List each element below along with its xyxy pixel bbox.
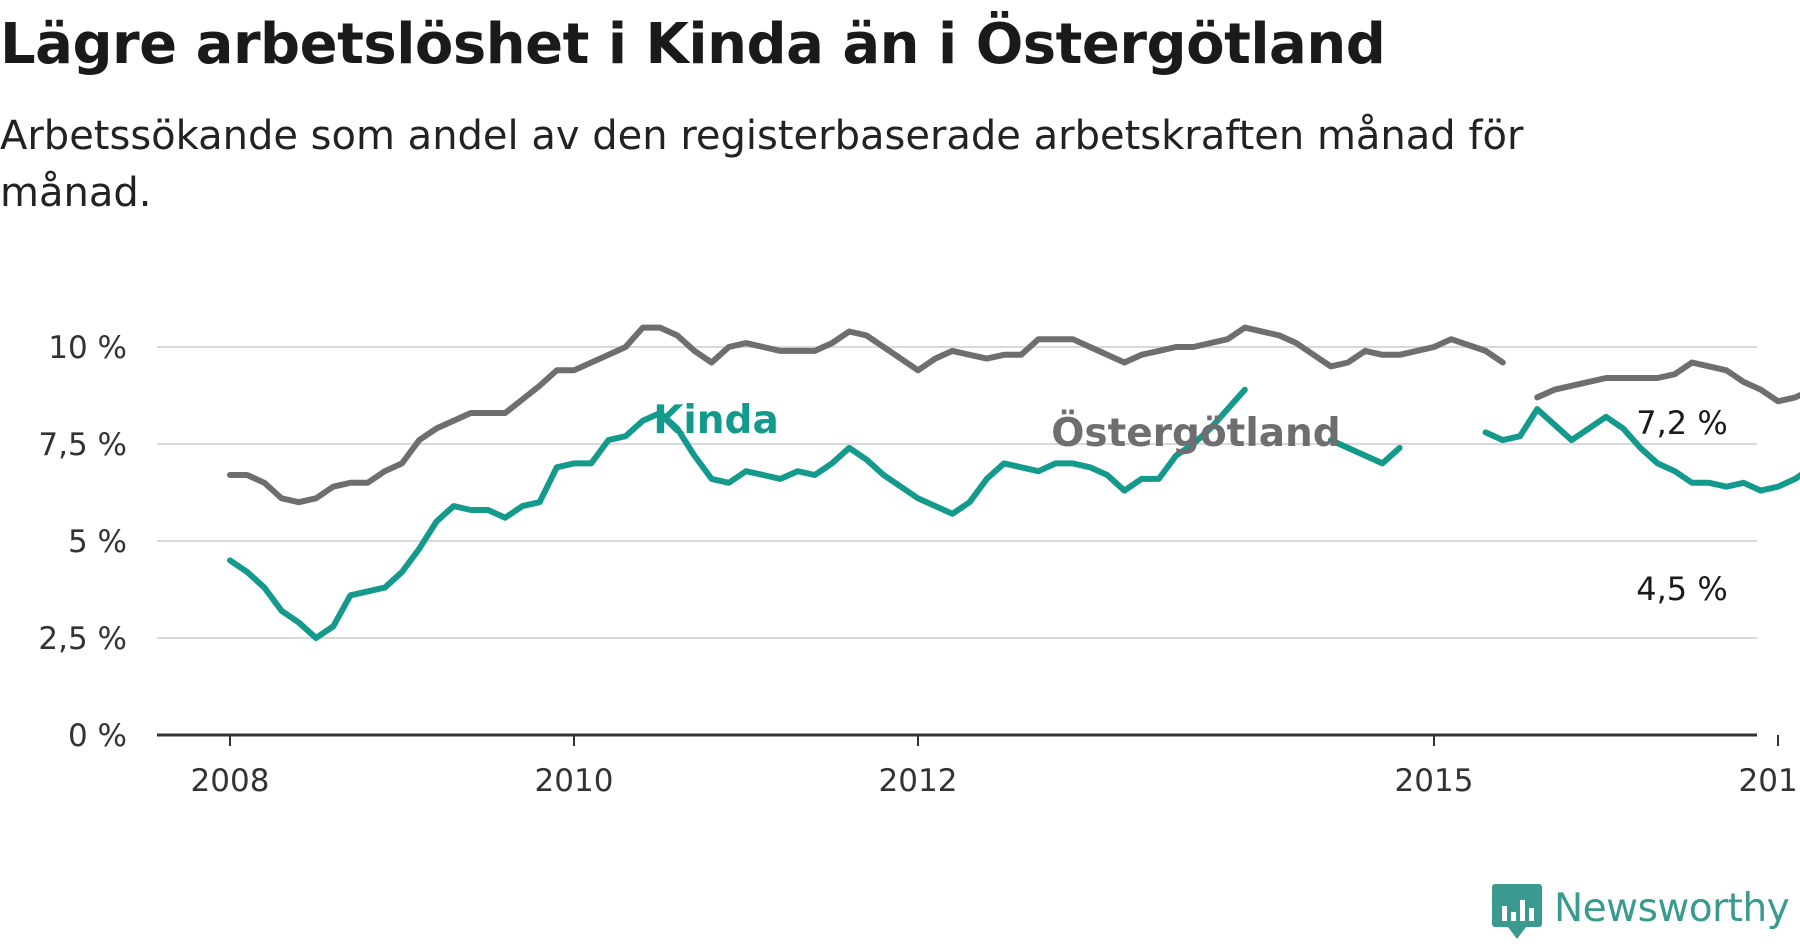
- series-line-ostergotland: [227, 324, 1506, 506]
- x-tick-label: 2010: [535, 763, 614, 799]
- x-tick-label: 2012: [879, 763, 958, 799]
- series-line-kinda: [227, 386, 1248, 641]
- end-value-label-ostergotland: 7,2 %: [1636, 404, 1727, 442]
- chart-subtitle: Arbetssökande som andel av den registerb…: [0, 113, 1524, 216]
- chart-title: Lägre arbetslöshet i Kinda än i Östergöt…: [0, 12, 1386, 77]
- y-tick-label: 10 %: [48, 330, 127, 366]
- series-label-ostergotland: Östergötland: [1051, 409, 1340, 456]
- x-tick-label: 2017: [1739, 763, 1800, 799]
- y-tick-label: 0 %: [68, 718, 127, 754]
- y-tick-label: 5 %: [68, 524, 127, 560]
- series-line-kinda: [1327, 437, 1403, 467]
- brand-name: Newsworthy: [1554, 886, 1790, 931]
- series-lines: [227, 324, 1800, 641]
- newsworthy-logo-icon: [1492, 884, 1542, 939]
- x-tick-label: 2008: [191, 763, 270, 799]
- y-tick-label: 7,5 %: [38, 427, 127, 463]
- x-tick-label: 2015: [1395, 763, 1474, 799]
- annotations: Östergötland Kinda 7,2 % 4,5 %: [653, 398, 1728, 608]
- series-line-ostergotland: [1534, 359, 1800, 405]
- y-tick-label: 2,5 %: [38, 621, 127, 657]
- axes: 0 % 2,5 % 5 % 7,5 % 10 % 2008 2010 2012 2015 2017…: [38, 330, 1800, 799]
- gridlines: [157, 346, 1757, 639]
- series-label-kinda: Kinda: [653, 398, 779, 443]
- end-value-label-kinda: 4,5 %: [1636, 570, 1727, 608]
